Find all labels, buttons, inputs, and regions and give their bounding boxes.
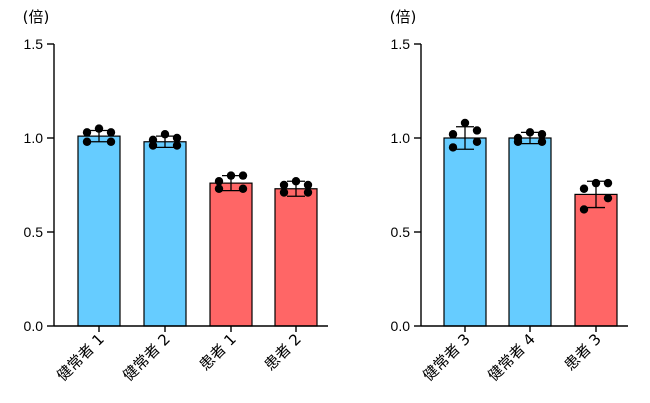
data-point	[537, 130, 547, 139]
data-point	[472, 126, 482, 135]
data-point	[603, 178, 613, 188]
x-tick-label: 患者 1	[196, 330, 240, 374]
data-point	[106, 128, 116, 137]
data-point	[226, 171, 236, 180]
data-point	[238, 171, 248, 180]
data-point	[279, 188, 289, 197]
data-point	[579, 184, 589, 193]
x-tick-label: 患者 3	[561, 330, 605, 374]
chart-panel-right: (倍) 0.0 0.5 1.0 1.5 健常者 3 健常者 4 患者 3	[390, 8, 628, 385]
y-tick-label: 1.0	[24, 130, 44, 146]
data-point	[303, 188, 313, 197]
data-point	[591, 178, 601, 188]
data-point	[82, 128, 92, 137]
data-point	[472, 137, 482, 146]
y-tick-label: 1.5	[391, 36, 411, 52]
data-point	[238, 184, 248, 193]
data-point	[106, 137, 116, 146]
x-tick-label: 健常者 3	[419, 330, 474, 385]
y-unit-label: (倍)	[23, 8, 50, 26]
data-point	[172, 141, 182, 150]
y-tick-label: 0.0	[391, 318, 411, 334]
data-point	[172, 133, 182, 143]
data-point	[537, 137, 547, 146]
data-point	[525, 128, 535, 137]
bar-patient	[274, 188, 318, 327]
data-point	[148, 141, 158, 150]
data-point	[579, 205, 589, 214]
bar-patient	[209, 182, 253, 327]
data-point	[291, 177, 301, 186]
data-point	[214, 177, 224, 186]
data-point	[448, 143, 458, 152]
chart-panel-left: (倍) 0.0 0.5 1.0 1.5 健常者 1 健常者 2 患者 1 患者 2	[23, 8, 328, 385]
y-tick-label: 0.5	[391, 224, 411, 240]
data-point	[448, 130, 458, 139]
y-tick-label: 0.5	[24, 224, 44, 240]
x-tick-label: 患者 2	[261, 330, 305, 374]
data-point	[94, 124, 104, 133]
y-tick-label: 1.0	[391, 130, 411, 146]
data-point	[513, 137, 523, 146]
bar-healthy	[143, 141, 187, 327]
data-point	[303, 180, 313, 190]
y-tick-label: 1.5	[24, 36, 44, 52]
x-tick-label: 健常者 2	[119, 330, 174, 385]
y-tick-label: 0.0	[24, 318, 44, 334]
data-point	[82, 137, 92, 146]
bar-healthy	[443, 137, 487, 327]
bar-patient	[574, 193, 618, 327]
data-point	[603, 193, 613, 203]
data-point	[160, 130, 170, 139]
data-point	[279, 180, 289, 190]
bar-healthy	[77, 135, 121, 327]
bar-healthy	[508, 137, 552, 327]
y-unit-label: (倍)	[390, 8, 417, 26]
data-point	[460, 118, 470, 128]
x-tick-label: 健常者 1	[53, 330, 108, 385]
data-point	[214, 184, 224, 193]
x-tick-label: 健常者 4	[484, 330, 539, 385]
